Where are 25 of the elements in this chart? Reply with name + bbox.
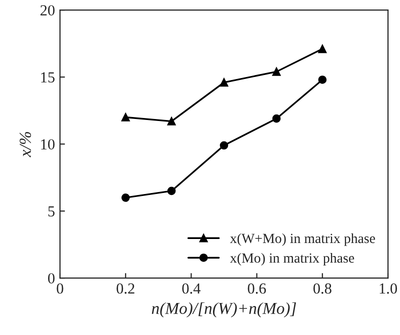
- point: [272, 68, 281, 76]
- x-tick-label: 1.0: [380, 283, 397, 294]
- point: [220, 141, 228, 150]
- x-tick-label: 0: [56, 283, 64, 294]
- point: [220, 78, 228, 87]
- point: [318, 44, 327, 54]
- x-tick-label: 0.2: [116, 283, 134, 294]
- point: [167, 117, 176, 126]
- x-tick-label: 0.6: [248, 283, 266, 294]
- y-tick-label: 0: [48, 273, 55, 284]
- x-axis-title: n(Mo)/[n(W)+n(Mo)]: [152, 302, 296, 318]
- y-axis-title: x/%: [20, 132, 31, 158]
- legend-label: x(W+Mo) in matrix phase: [230, 233, 376, 246]
- legend-label: x(Mo) in matrix phase: [230, 252, 354, 266]
- point: [121, 113, 130, 122]
- point: [272, 114, 281, 123]
- y-tick-label: 15: [41, 72, 55, 82]
- y-tick-label: 20: [40, 5, 55, 16]
- x-tick-label: 0.8: [313, 283, 332, 294]
- point: [318, 76, 327, 84]
- y-tick-label: 5: [48, 206, 55, 216]
- x-tick-label: 0.4: [182, 283, 201, 294]
- y-tick-label: 10: [41, 139, 55, 150]
- point: [167, 186, 176, 196]
- point: [121, 193, 130, 202]
